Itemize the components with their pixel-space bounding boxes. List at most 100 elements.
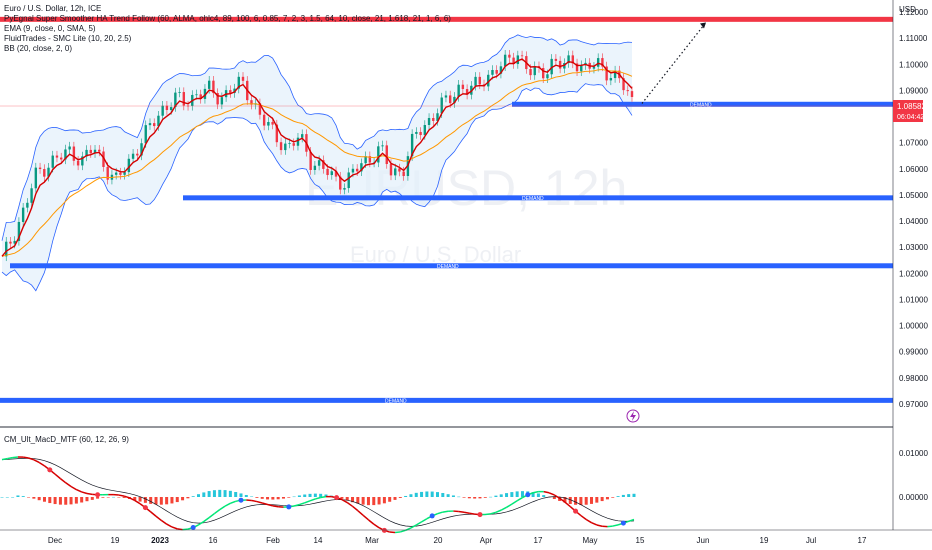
candle-body xyxy=(394,168,397,176)
candle-body xyxy=(402,171,405,177)
macd-line-segment xyxy=(367,519,375,525)
candle-body xyxy=(233,88,236,94)
candle-body xyxy=(271,121,274,125)
candle-body xyxy=(313,165,317,171)
candle-body xyxy=(351,168,355,173)
macd-line-segment xyxy=(86,492,93,496)
candle-body xyxy=(47,167,50,177)
time-axis[interactable]: Dec 19 2023 16 Feb 14 Mar 20 Apr 17 May 15 Jun 19 Jul 1… xyxy=(48,536,867,545)
macd-histogram-bar xyxy=(356,497,360,504)
candle-body xyxy=(169,107,173,111)
candle-body xyxy=(178,92,181,93)
macd-histogram-bar xyxy=(202,492,206,497)
legend-title[interactable]: Euro / U.S. Dollar, 12h, ICE xyxy=(4,4,102,13)
macd-histogram-bar xyxy=(457,496,461,498)
candle-body xyxy=(516,55,520,65)
macd-axis[interactable]: 0.01000 0.00000 xyxy=(899,449,928,502)
macd-line-segment xyxy=(177,528,183,531)
macd-histogram-bar xyxy=(563,497,567,503)
price-tick: 1.02000 xyxy=(899,269,928,278)
macd-line-segment xyxy=(81,491,88,495)
macd-histogram-bar xyxy=(228,490,232,497)
time-tick: 17 xyxy=(534,536,543,545)
price-tick: 1.01000 xyxy=(899,295,928,304)
candle-body xyxy=(368,156,372,163)
price-axis[interactable]: 1.12000 1.11000 1.10000 1.09000 1.07000 1.060… xyxy=(899,8,928,409)
macd-histogram-bar xyxy=(27,497,31,498)
macd-line-segment xyxy=(585,518,592,524)
macd-histogram-bar xyxy=(250,496,254,498)
macd-tick: 0.01000 xyxy=(899,449,928,458)
candle-body xyxy=(343,188,346,190)
candle-body xyxy=(26,202,29,208)
time-tick: 19 xyxy=(111,536,120,545)
candle-body xyxy=(288,143,291,144)
macd-line-segment xyxy=(33,459,40,464)
candle-body xyxy=(520,55,524,57)
macd-line-segment xyxy=(118,494,125,497)
macd-histogram-bar xyxy=(605,497,609,500)
legend-smoother[interactable]: PyEgnal Super Smoother HA Trend Follow (… xyxy=(4,14,451,23)
time-tick: 19 xyxy=(760,536,769,545)
support-resistance-levels: DEMAND DEMAND DEMAND DEMAND xyxy=(0,16,893,404)
macd-histogram-bar xyxy=(234,491,238,497)
candle-body xyxy=(237,76,240,89)
price-tick: 1.03000 xyxy=(899,243,928,252)
macd-histogram-bar xyxy=(425,491,429,497)
candle-body xyxy=(461,84,465,90)
candle-body xyxy=(592,66,596,69)
candle-body xyxy=(51,155,54,168)
candle-body xyxy=(542,68,545,79)
macd-line-segment xyxy=(299,502,305,506)
candle-body xyxy=(558,60,562,69)
macd-line-segment xyxy=(469,512,475,515)
candle-body xyxy=(93,149,97,154)
time-tick: 2023 xyxy=(151,536,169,545)
macd-histogram-bar xyxy=(287,497,291,498)
candle-body xyxy=(529,69,532,76)
macd-histogram-bar xyxy=(382,497,386,504)
candle-body xyxy=(415,131,418,134)
macd-signal-line xyxy=(1,457,635,527)
candle-body xyxy=(457,84,460,97)
macd-line-segment xyxy=(352,505,359,512)
candle-body xyxy=(165,105,169,111)
macd-line-segment xyxy=(346,501,353,507)
candle-body xyxy=(258,103,262,115)
macd-histogram-bar xyxy=(11,497,15,498)
legend-smc[interactable]: FluidTrades - SMC Lite (10, 20, 2.5) xyxy=(4,34,132,43)
macd-line-segment xyxy=(596,524,603,528)
price-tick: 1.04000 xyxy=(899,217,928,226)
candle-body xyxy=(43,169,46,177)
macd-line-segment xyxy=(65,482,72,488)
macd-histogram-bar xyxy=(393,497,397,500)
projection-dotted-line xyxy=(641,22,707,104)
macd-histogram-bar xyxy=(515,491,519,497)
time-tick: 14 xyxy=(314,536,323,545)
macd-line-segment xyxy=(309,498,316,502)
macd-histogram-bar xyxy=(303,494,307,497)
candle-body xyxy=(432,118,435,121)
macd-histogram-bar xyxy=(579,497,583,506)
lightning-icon[interactable] xyxy=(626,409,640,423)
candle-body xyxy=(427,118,431,126)
macd-histogram-bar xyxy=(239,493,243,497)
macd-line-segment xyxy=(320,495,327,499)
candle-body xyxy=(355,168,359,172)
legend-ema[interactable]: EMA (9, close, 0, SMA, 5) xyxy=(4,24,96,33)
candle-body xyxy=(5,241,8,257)
legend-bb[interactable]: BB (20, close, 2, 0) xyxy=(4,44,73,53)
macd-line-segment xyxy=(341,498,348,504)
time-tick: May xyxy=(582,536,597,545)
price-tick: 1.12000 xyxy=(899,8,928,17)
candle-body xyxy=(81,156,84,166)
macd-histogram-bar xyxy=(600,497,604,502)
macd-line-segment xyxy=(38,461,45,467)
macd-line-segment xyxy=(506,503,513,508)
macd-legend[interactable]: CM_Ult_MacD_MTF (60, 12, 26, 9) xyxy=(4,435,129,444)
macd-histogram-bar xyxy=(5,497,9,498)
macd-line-segment xyxy=(532,490,539,494)
bb-fill xyxy=(2,34,632,291)
macd-line-segment xyxy=(28,457,35,461)
